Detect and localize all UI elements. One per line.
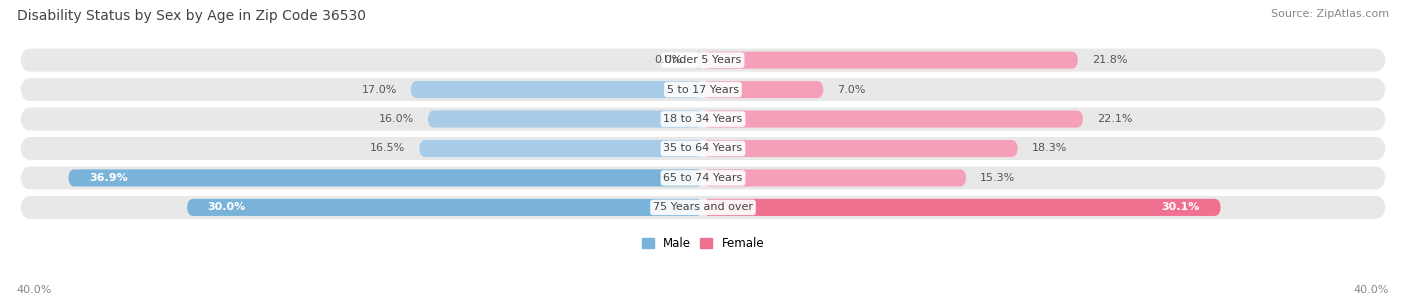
Text: Under 5 Years: Under 5 Years (665, 55, 741, 65)
FancyBboxPatch shape (20, 167, 1386, 189)
Text: 17.0%: 17.0% (361, 85, 396, 95)
Text: 75 Years and over: 75 Years and over (652, 202, 754, 212)
Text: 0.0%: 0.0% (654, 55, 682, 65)
Legend: Male, Female: Male, Female (637, 233, 769, 255)
Text: 30.1%: 30.1% (1161, 202, 1201, 212)
Text: 15.3%: 15.3% (980, 173, 1015, 183)
Text: 16.0%: 16.0% (378, 114, 413, 124)
FancyBboxPatch shape (411, 81, 703, 98)
FancyBboxPatch shape (69, 169, 703, 186)
FancyBboxPatch shape (419, 140, 703, 157)
FancyBboxPatch shape (703, 52, 1078, 69)
Text: 22.1%: 22.1% (1097, 114, 1132, 124)
FancyBboxPatch shape (20, 78, 1386, 101)
Text: 18 to 34 Years: 18 to 34 Years (664, 114, 742, 124)
FancyBboxPatch shape (20, 137, 1386, 160)
FancyBboxPatch shape (703, 81, 824, 98)
FancyBboxPatch shape (703, 199, 1220, 216)
Text: 30.0%: 30.0% (208, 202, 246, 212)
FancyBboxPatch shape (703, 110, 1083, 128)
FancyBboxPatch shape (20, 49, 1386, 72)
Text: 40.0%: 40.0% (17, 285, 52, 295)
Text: 21.8%: 21.8% (1091, 55, 1128, 65)
FancyBboxPatch shape (695, 52, 703, 69)
Text: 65 to 74 Years: 65 to 74 Years (664, 173, 742, 183)
FancyBboxPatch shape (703, 169, 966, 186)
FancyBboxPatch shape (703, 140, 1018, 157)
Text: 5 to 17 Years: 5 to 17 Years (666, 85, 740, 95)
Text: Source: ZipAtlas.com: Source: ZipAtlas.com (1271, 9, 1389, 19)
Text: Disability Status by Sex by Age in Zip Code 36530: Disability Status by Sex by Age in Zip C… (17, 9, 366, 23)
Text: 35 to 64 Years: 35 to 64 Years (664, 143, 742, 154)
FancyBboxPatch shape (187, 199, 703, 216)
Text: 18.3%: 18.3% (1032, 143, 1067, 154)
Text: 36.9%: 36.9% (89, 173, 128, 183)
FancyBboxPatch shape (427, 110, 703, 128)
FancyBboxPatch shape (20, 108, 1386, 130)
Text: 40.0%: 40.0% (1354, 285, 1389, 295)
Text: 7.0%: 7.0% (837, 85, 866, 95)
Text: 16.5%: 16.5% (370, 143, 405, 154)
FancyBboxPatch shape (20, 196, 1386, 219)
